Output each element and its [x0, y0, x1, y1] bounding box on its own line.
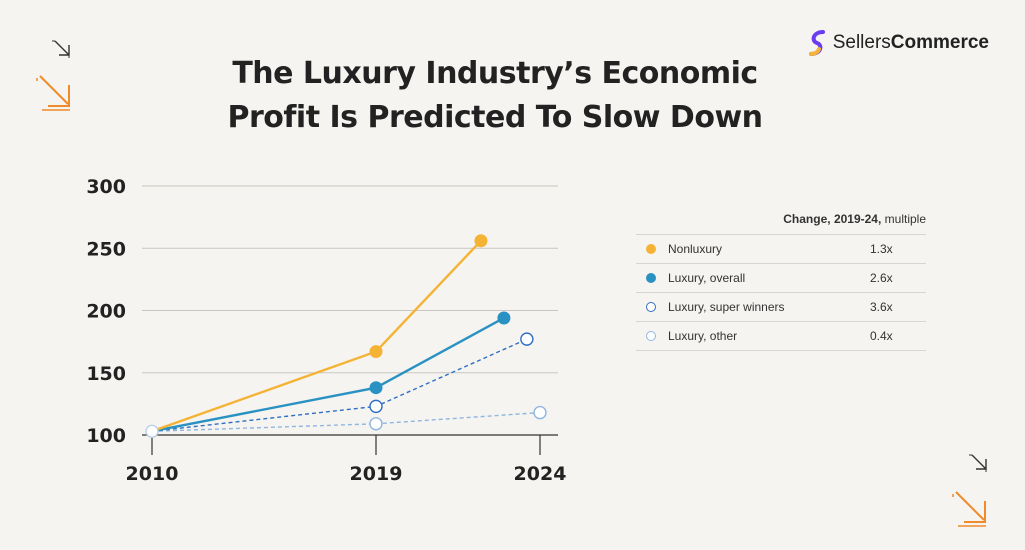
table-header-bold: Change, 2019-24,	[783, 212, 882, 226]
arrow-down-right-orange-icon	[36, 75, 70, 111]
data-point	[369, 381, 383, 395]
legend-marker-icon	[646, 302, 656, 312]
series-luxury-other	[151, 405, 547, 432]
logo-mark-icon	[808, 30, 825, 56]
table-header: Change, 2019-24, multiple	[636, 212, 926, 234]
title-line-2: Profit Is Predicted To Slow Down	[227, 100, 763, 135]
arrow-down-right-icon	[969, 454, 987, 472]
data-point	[474, 234, 488, 248]
series-line	[151, 239, 482, 433]
y-tick-label: 250	[86, 238, 126, 260]
title-line-1: The Luxury Industry’s Economic	[232, 56, 758, 91]
series-nonluxury	[151, 234, 488, 433]
data-point	[497, 311, 511, 325]
row-value: 2.6x	[870, 271, 893, 285]
row-value: 1.3x	[870, 242, 893, 256]
arrow-down-right-orange-icon	[952, 491, 986, 527]
row-label: Nonluxury	[668, 242, 723, 256]
y-tick-label: 100	[86, 425, 126, 447]
origin-data-point	[145, 424, 159, 438]
change-table: Change, 2019-24, multiple Nonluxury 1.3x L…	[636, 212, 926, 351]
row-value: 3.6x	[870, 300, 893, 314]
x-axis-tick-labels: 2010 2019 2024	[126, 435, 567, 485]
row-label: Luxury, overall	[668, 271, 746, 285]
row-label: Luxury, other	[668, 329, 738, 343]
table-header-rest: multiple	[881, 212, 926, 226]
row-value: 0.4x	[870, 329, 893, 343]
data-point	[533, 405, 547, 420]
x-tick-label: 2010	[126, 463, 179, 485]
series-luxury-super-winners	[151, 332, 534, 432]
data-point	[369, 399, 383, 414]
chart-series	[145, 234, 547, 438]
row-label: Luxury, super winners	[668, 300, 785, 314]
grid-lines	[142, 185, 558, 436]
sellerscommerce-logo: Sellers Commerce	[805, 26, 989, 60]
table-row: Luxury, other 0.4x	[636, 321, 926, 351]
legend-marker-icon	[646, 273, 656, 283]
series-line	[151, 316, 505, 433]
data-point	[369, 417, 383, 431]
legend-marker-icon	[646, 331, 656, 341]
x-tick-label: 2024	[514, 463, 567, 485]
table-row: Nonluxury 1.3x	[636, 234, 926, 263]
data-point	[369, 345, 383, 359]
y-axis-tick-labels: 100 150 200 250 300	[86, 176, 126, 447]
y-tick-label: 150	[86, 363, 126, 385]
data-point	[520, 332, 534, 346]
arrow-down-right-icon	[52, 40, 70, 58]
table-row: Luxury, overall 2.6x	[636, 263, 926, 292]
legend-marker-icon	[646, 244, 656, 254]
chart-title: The Luxury Industry’s Economic Profit Is…	[150, 52, 840, 140]
logo-text-commerce: Commerce	[890, 32, 989, 53]
x-tick-label: 2019	[350, 463, 403, 485]
series-luxury-overall	[151, 311, 511, 433]
series-line	[151, 411, 541, 432]
table-row: Luxury, super winners 3.6x	[636, 292, 926, 321]
logo-text-sellers: Sellers	[832, 32, 891, 53]
y-tick-label: 200	[86, 301, 126, 323]
y-tick-label: 300	[86, 176, 126, 198]
